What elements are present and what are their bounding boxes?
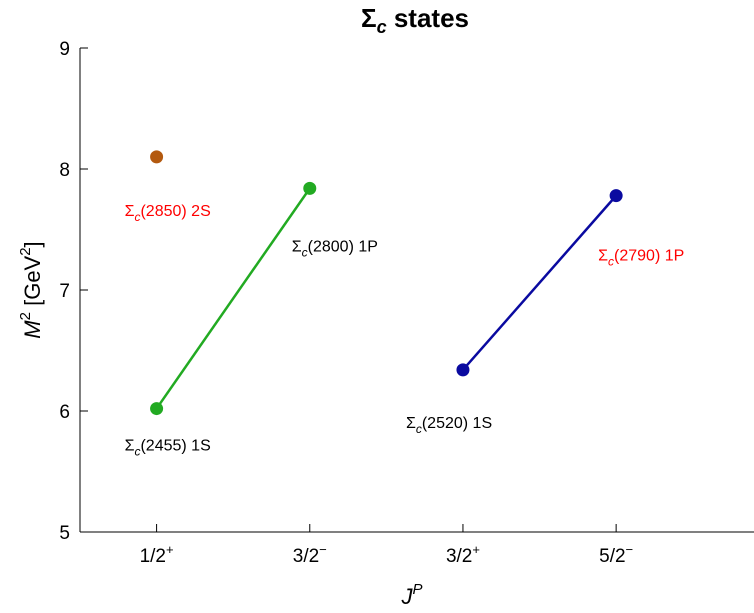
x-tick-label: 3/2− <box>293 542 327 567</box>
series-line <box>155 187 311 410</box>
x-tick-label: 3/2+ <box>446 542 480 567</box>
state-label: Σc(2520) 1S <box>406 415 492 436</box>
series-line <box>462 194 618 371</box>
data-point <box>609 189 623 203</box>
y-axis-label: M2 [GeV2] <box>17 241 45 338</box>
point-labels: Σc(2455) 1S Σc(2800) 1P Σc(2850) 2S Σc(2520… <box>125 203 685 459</box>
state-label: Σc(2800) 1P <box>292 238 378 259</box>
x-ticks: 1/2+ 3/2− 3/2+ 5/2− <box>140 524 633 567</box>
x-axis-label: JP <box>400 581 422 609</box>
data-point <box>150 150 164 164</box>
y-tick-label: 6 <box>59 402 70 423</box>
data-point <box>303 181 317 195</box>
state-label: Σc(2850) 2S <box>125 203 211 224</box>
y-tick-label: 9 <box>59 39 70 60</box>
y-tick-label: 7 <box>59 281 70 302</box>
y-ticks: 5 6 7 8 9 <box>59 39 88 544</box>
y-tick-label: 5 <box>59 523 70 544</box>
x-tick-label: 1/2+ <box>140 542 174 567</box>
plot-frame <box>79 48 754 533</box>
state-label: Σc(2455) 1S <box>125 438 211 459</box>
chart-title: Σc states <box>361 3 469 37</box>
y-tick-label: 8 <box>59 160 70 181</box>
state-label: Σc(2790) 1P <box>598 248 684 269</box>
data-point <box>150 402 164 416</box>
data-point <box>456 363 470 377</box>
series-lines <box>155 187 618 410</box>
x-tick-label: 5/2− <box>599 542 633 567</box>
series-points <box>150 150 623 416</box>
